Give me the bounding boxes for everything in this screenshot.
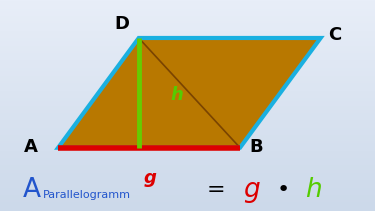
Text: •: •: [276, 180, 290, 200]
Text: g: g: [144, 169, 156, 187]
Text: h: h: [305, 177, 321, 203]
Text: D: D: [114, 15, 129, 33]
Text: B: B: [249, 138, 263, 156]
Text: g: g: [244, 177, 260, 203]
Polygon shape: [58, 38, 321, 148]
Text: C: C: [328, 26, 341, 44]
Text: A: A: [24, 138, 38, 156]
Text: A: A: [22, 177, 40, 203]
Text: h: h: [171, 86, 183, 104]
Text: =: =: [206, 180, 225, 200]
Text: Parallelogramm: Parallelogramm: [43, 190, 131, 200]
